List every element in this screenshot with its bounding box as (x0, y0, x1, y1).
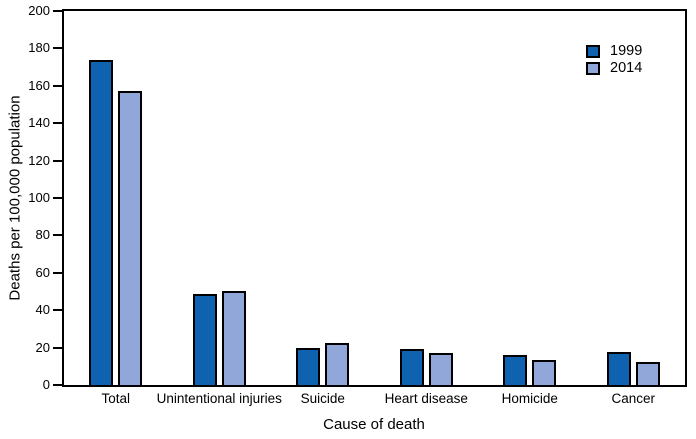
y-tick-mark-140 (53, 122, 62, 125)
bar-1999-heart-disease (400, 349, 424, 385)
x-category-label-heart-disease: Heart disease (384, 391, 468, 406)
bar-1999-homicide (503, 355, 527, 385)
bar-1999-total (89, 60, 113, 385)
bar-2014-total (118, 91, 142, 385)
legend: 1999 2014 (586, 43, 643, 78)
bar-1999-suicide (296, 348, 320, 385)
bar-2014-unintentional-injuries (222, 291, 246, 385)
y-tick-label-180: 180 (28, 40, 50, 56)
y-tick-label-140: 140 (28, 115, 50, 131)
y-tick-mark-20 (53, 346, 62, 349)
bar-2014-suicide (325, 343, 349, 385)
bar-2014-cancer (636, 362, 660, 385)
bar-1999-unintentional-injuries (193, 294, 217, 385)
y-tick-mark-180 (53, 47, 62, 50)
y-tick-label-60: 60 (35, 264, 50, 280)
y-tick-label-80: 80 (35, 227, 50, 243)
x-category-label-homicide: Homicide (501, 391, 558, 406)
legend-label-1999: 1999 (610, 43, 643, 59)
y-tick-mark-40 (53, 309, 62, 312)
y-tick-mark-60 (53, 271, 62, 274)
y-tick-mark-100 (53, 197, 62, 199)
y-tick-label-40: 40 (35, 302, 50, 318)
y-tick-mark-0 (53, 384, 62, 386)
legend-label-2014: 2014 (610, 60, 643, 76)
legend-swatch-1999 (586, 44, 600, 58)
x-axis-title: Cause of death (323, 416, 425, 433)
y-tick-label-120: 120 (28, 152, 50, 168)
legend-item-1999: 1999 (586, 43, 643, 59)
bar-2014-homicide (532, 360, 556, 385)
y-tick-label-160: 160 (28, 77, 50, 93)
y-tick-mark-80 (53, 234, 62, 237)
y-tick-label-100: 100 (28, 190, 50, 205)
plot-area (62, 9, 687, 387)
x-category-label-total: Total (101, 391, 131, 406)
x-category-label-cancer: Cancer (611, 391, 656, 406)
y-tick-label-0: 0 (42, 377, 50, 392)
bar-2014-heart-disease (429, 353, 453, 385)
bar-1999-cancer (607, 352, 631, 385)
y-tick-mark-120 (53, 159, 62, 162)
y-tick-mark-160 (53, 84, 62, 87)
y-tick-mark-200 (53, 10, 62, 12)
y-tick-label-20: 20 (35, 339, 50, 355)
y-tick-label-200: 200 (28, 3, 50, 18)
legend-swatch-2014 (586, 61, 600, 75)
legend-item-2014: 2014 (586, 60, 643, 76)
x-category-label-suicide: Suicide (300, 391, 345, 406)
x-category-label-unintentional-injuries: Unintentional injuries (156, 391, 282, 406)
